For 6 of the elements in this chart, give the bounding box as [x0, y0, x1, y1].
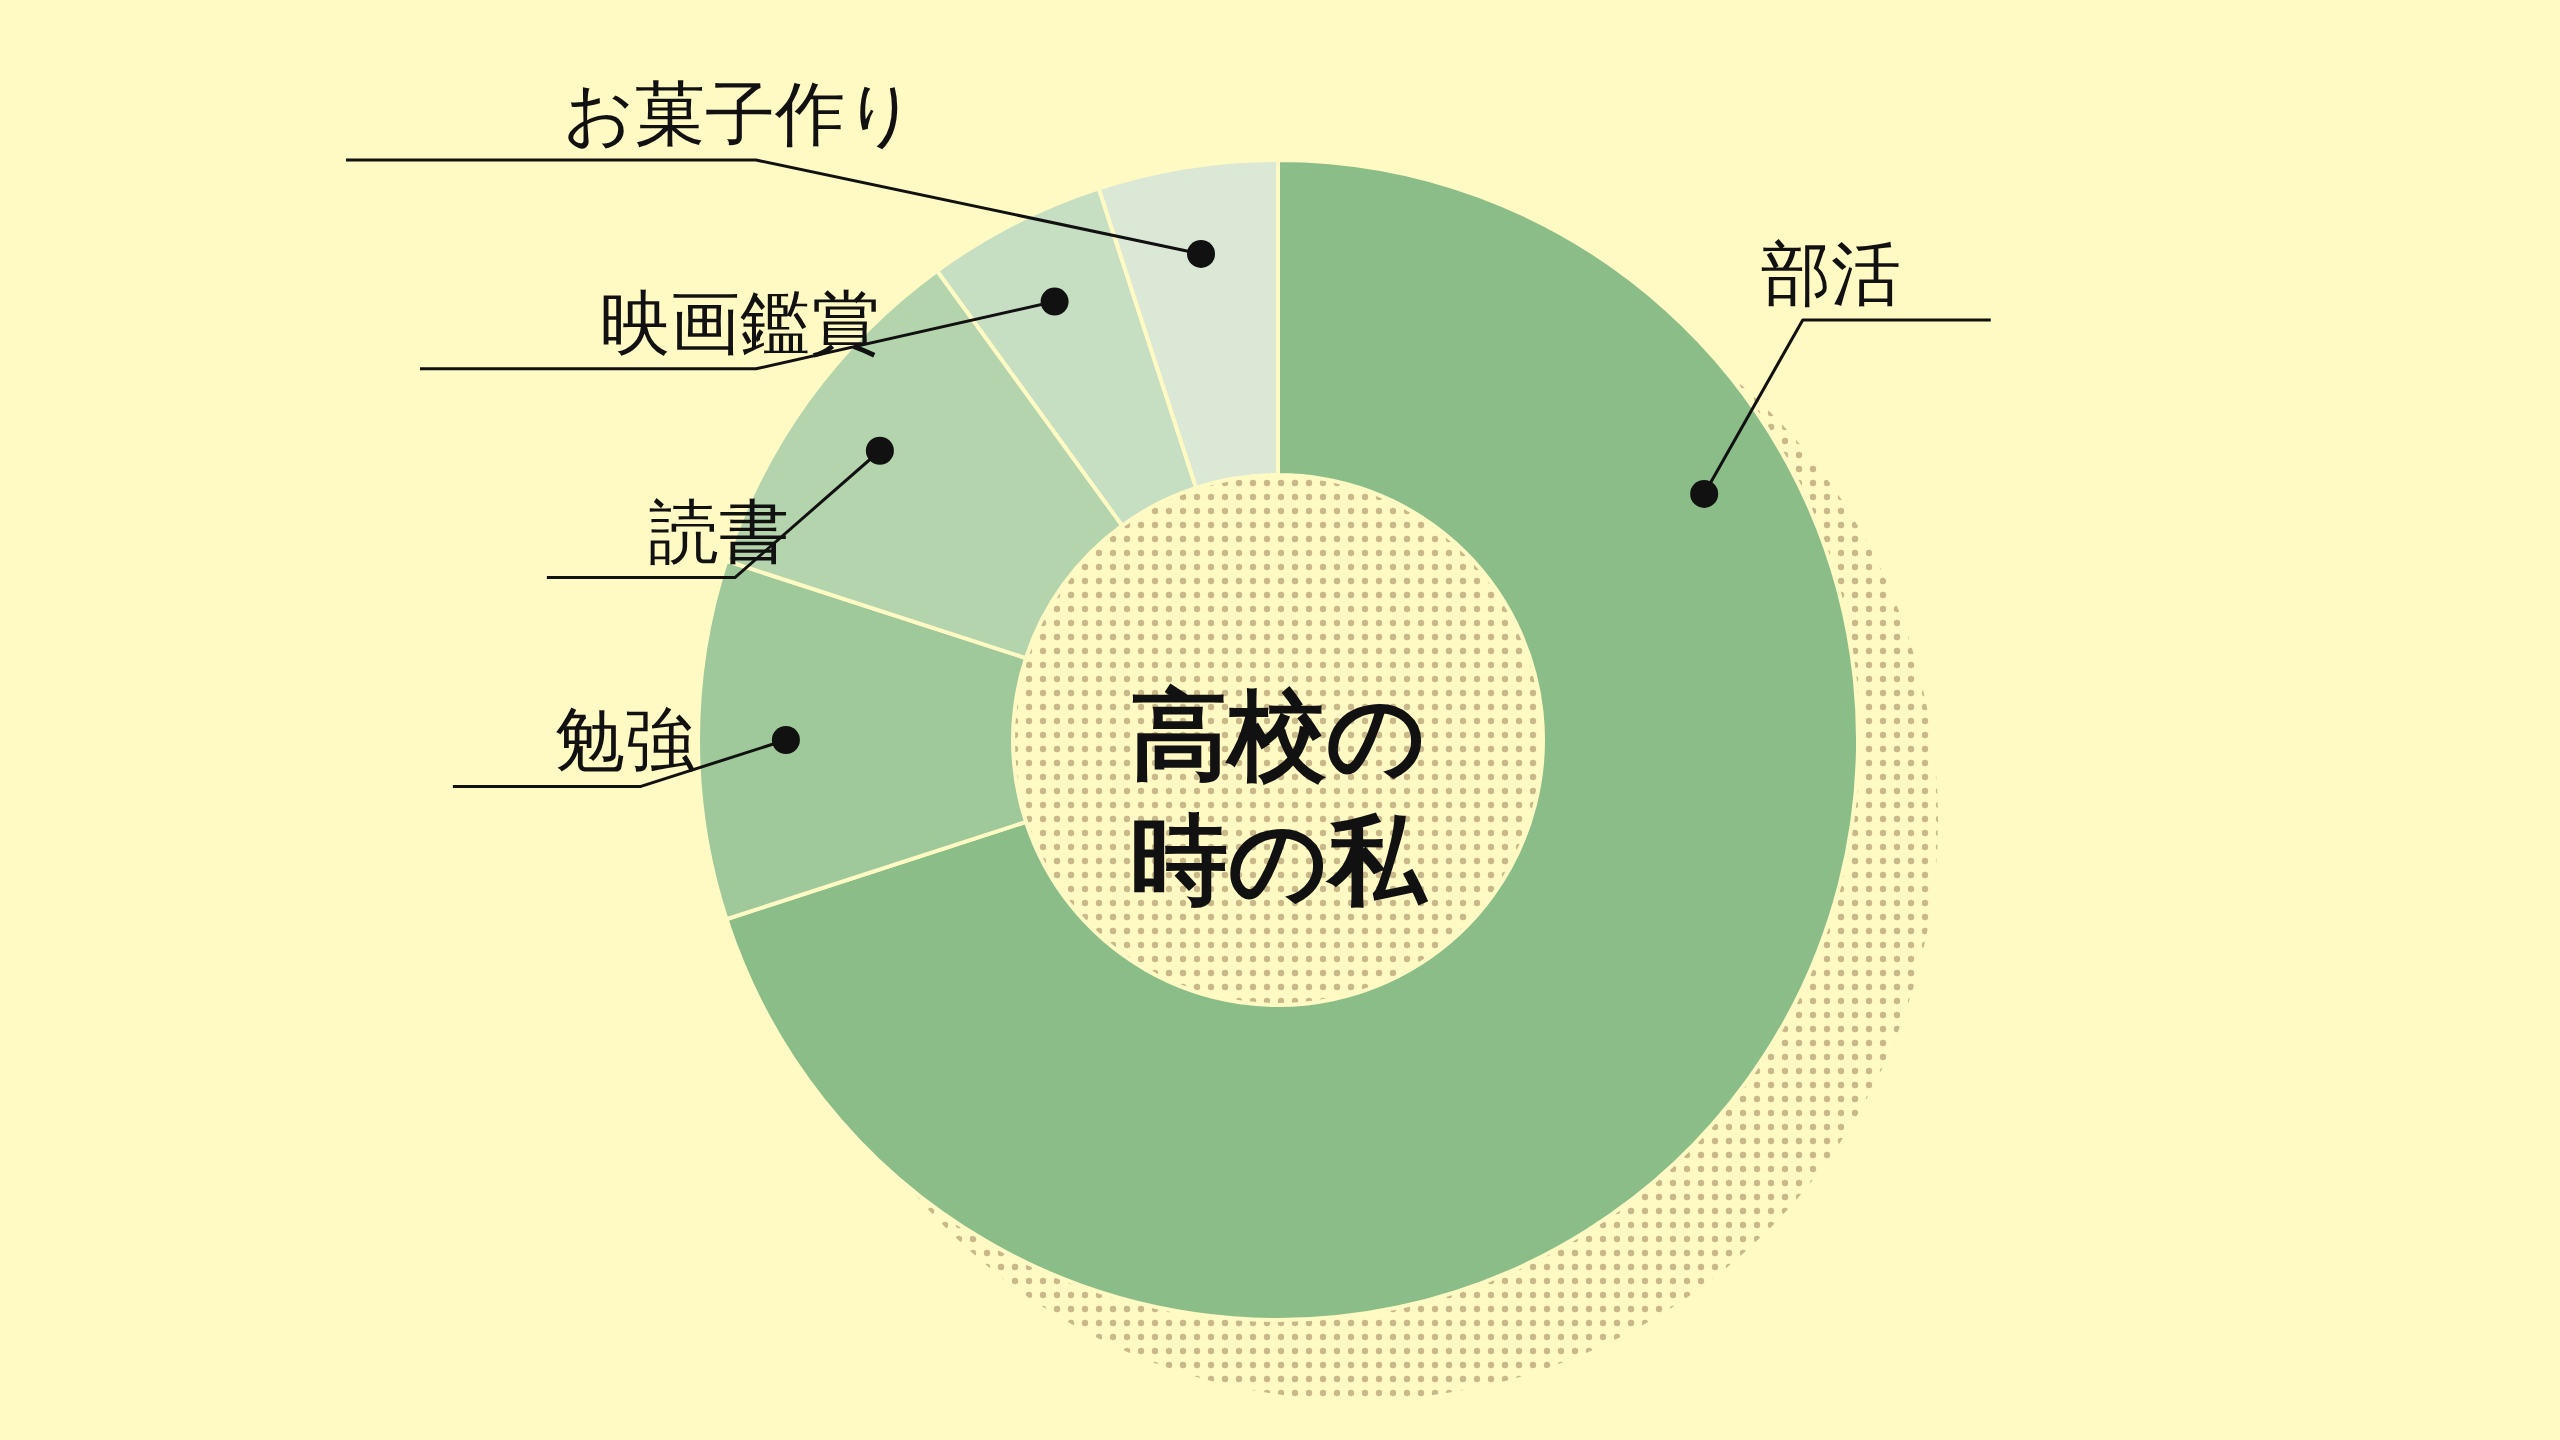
slice-label: お菓子作り: [563, 73, 917, 155]
slice-label: 部活: [1760, 232, 1901, 315]
slice-label: 読書: [648, 490, 789, 573]
slice-label: 勉強: [554, 699, 695, 782]
slice-label: 映画鑑賞: [600, 281, 880, 364]
text: 高校の時の私: [1130, 678, 1429, 917]
